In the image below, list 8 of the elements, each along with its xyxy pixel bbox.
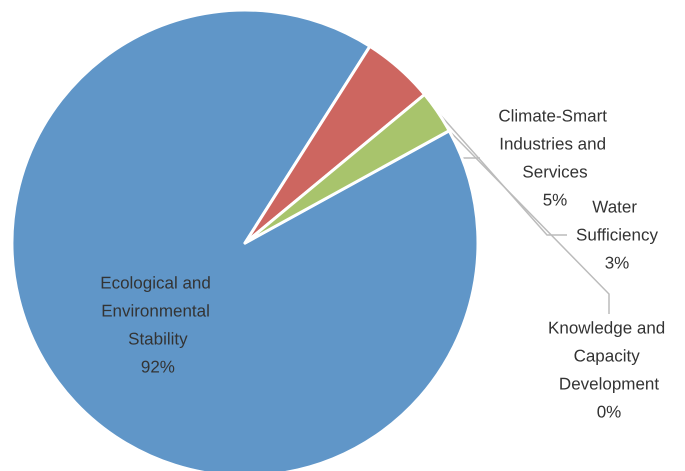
data-label: 5% xyxy=(542,190,568,210)
slice-label: Water Sufficiency xyxy=(576,198,658,244)
slice-label: Climate-Smart Industries and Services xyxy=(498,106,612,182)
category-label: Knowledge and Capacity Development xyxy=(548,318,666,394)
slice-label: Ecological and Environmental Stability xyxy=(100,273,216,348)
text: 0% xyxy=(596,402,622,422)
data-label: 3% xyxy=(604,254,630,272)
data-label: 92% xyxy=(140,357,175,376)
